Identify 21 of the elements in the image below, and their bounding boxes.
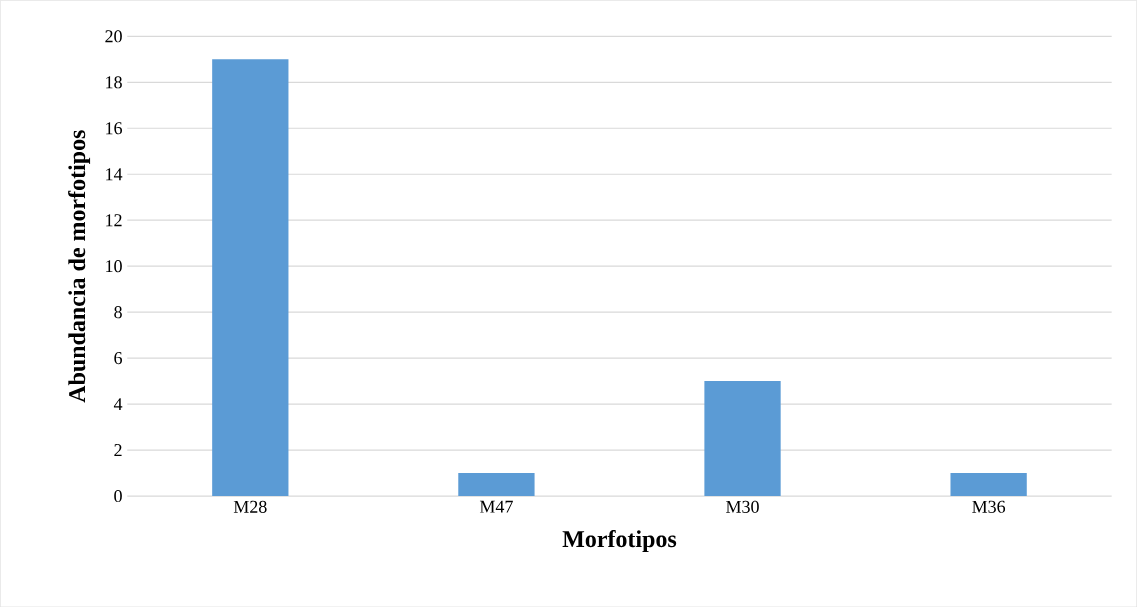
y-axis-title: Abundancia de morfotipos bbox=[68, 130, 91, 403]
x-tick-label: M30 bbox=[726, 500, 759, 513]
y-tick-label: 16 bbox=[106, 122, 123, 135]
y-tick-label: 20 bbox=[105, 30, 122, 43]
y-tick-label: 10 bbox=[106, 259, 122, 273]
y-tick-label: 4 bbox=[113, 398, 123, 410]
y-tick-label: 2 bbox=[114, 443, 122, 456]
bar bbox=[458, 472, 535, 496]
y-tick-label: 0 bbox=[114, 489, 122, 502]
y-tick-label: 6 bbox=[114, 351, 123, 364]
x-tick-label: M47 bbox=[479, 500, 513, 513]
bar bbox=[212, 59, 289, 496]
x-tick-label: M36 bbox=[972, 500, 1006, 513]
bar bbox=[704, 380, 781, 496]
y-tick-label: 18 bbox=[106, 76, 122, 89]
y-tick-label: 12 bbox=[106, 214, 122, 226]
y-tick-label: 8 bbox=[114, 305, 122, 319]
x-axis-title: Morfotipos bbox=[562, 529, 677, 552]
x-tick-label: M28 bbox=[233, 500, 267, 513]
y-tick-label: 14 bbox=[106, 168, 123, 181]
bar bbox=[950, 472, 1027, 496]
